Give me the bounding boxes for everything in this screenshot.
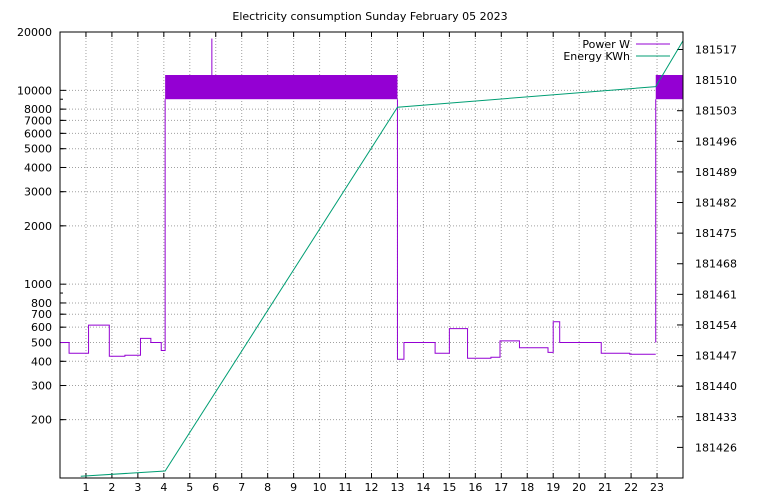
y2-tick-label: 181496 <box>695 135 737 148</box>
right-axis: 181426 181433 181440 181447 181454 181461 1814… <box>677 43 737 454</box>
y2-tick-label: 181468 <box>695 258 737 271</box>
y2-tick-label: 181482 <box>695 197 737 210</box>
x-tick-label: 15 <box>442 481 456 494</box>
y-tick-label: 1000 <box>24 278 52 291</box>
plot-frame <box>59 31 684 479</box>
x-tick-label: 21 <box>598 481 612 494</box>
x-tick-label: 8 <box>264 481 271 494</box>
legend-label: Energy KWh <box>563 50 630 63</box>
y2-tick-label: 181489 <box>695 166 737 179</box>
x-tick-label: 14 <box>416 481 430 494</box>
x-tick-label: 5 <box>186 481 193 494</box>
y-tick-label: 6000 <box>24 127 52 140</box>
y2-tick-label: 181517 <box>695 43 737 56</box>
y2-tick-label: 181503 <box>695 105 737 118</box>
x-tick-label: 22 <box>624 481 638 494</box>
x-tick-label: 2 <box>108 481 115 494</box>
y2-tick-label: 181440 <box>695 380 737 393</box>
x-tick-label: 6 <box>212 481 219 494</box>
power-series-line <box>397 321 656 360</box>
y-tick-label: 20000 <box>17 26 52 39</box>
y2-tick-label: 181454 <box>695 319 737 332</box>
chart-title: Electricity consumption Sunday February … <box>232 10 507 23</box>
legend-label: Power W <box>582 38 630 51</box>
x-tick-label: 17 <box>494 481 508 494</box>
x-tick-label: 1 <box>82 481 89 494</box>
x-tick-label: 9 <box>290 481 297 494</box>
y2-tick-label: 181475 <box>695 227 737 240</box>
x-tick-label: 18 <box>520 481 534 494</box>
y-tick-label: 3000 <box>24 186 52 199</box>
y-tick-label: 400 <box>31 355 52 368</box>
y-tick-label: 7000 <box>24 114 52 127</box>
x-tick-label: 19 <box>546 481 560 494</box>
y-tick-label: 600 <box>31 321 52 334</box>
x-tick-label: 16 <box>468 481 482 494</box>
plot-area <box>60 38 684 477</box>
y2-tick-label: 181447 <box>695 350 737 363</box>
y-tick-label: 500 <box>31 337 52 350</box>
power-band <box>655 75 683 100</box>
x-tick-label: 20 <box>572 481 586 494</box>
y2-tick-label: 181510 <box>695 74 737 87</box>
y-tick-label: 4000 <box>24 161 52 174</box>
y-tick-label: 800 <box>31 297 52 310</box>
x-tick-label: 10 <box>313 481 327 494</box>
y-tick-label: 200 <box>31 414 52 427</box>
y-tick-label: 700 <box>31 308 52 321</box>
x-tick-label: 4 <box>160 481 167 494</box>
x-tick-label: 7 <box>238 481 245 494</box>
y-tick-label: 2000 <box>24 220 52 233</box>
y-tick-label: 300 <box>31 380 52 393</box>
x-tick-label: 13 <box>390 481 404 494</box>
y-tick-label: 5000 <box>24 143 52 156</box>
y2-tick-label: 181433 <box>695 411 737 424</box>
y2-tick-label: 181426 <box>695 441 737 454</box>
grid <box>60 32 683 478</box>
energy-series-line <box>80 40 684 477</box>
x-tick-label: 12 <box>365 481 379 494</box>
y-tick-label: 8000 <box>24 103 52 116</box>
y2-tick-label: 181461 <box>695 288 737 301</box>
x-axis: 1 2 3 4 5 6 7 8 9 10 11 12 13 14 15 16 17 18 19 20 21 22 23 <box>82 32 664 494</box>
power-series-line <box>60 324 166 357</box>
power-band <box>165 75 398 100</box>
x-tick-label: 11 <box>339 481 353 494</box>
x-tick-label: 23 <box>650 481 664 494</box>
y-tick-label: 10000 <box>17 84 52 97</box>
x-tick-label: 3 <box>134 481 141 494</box>
